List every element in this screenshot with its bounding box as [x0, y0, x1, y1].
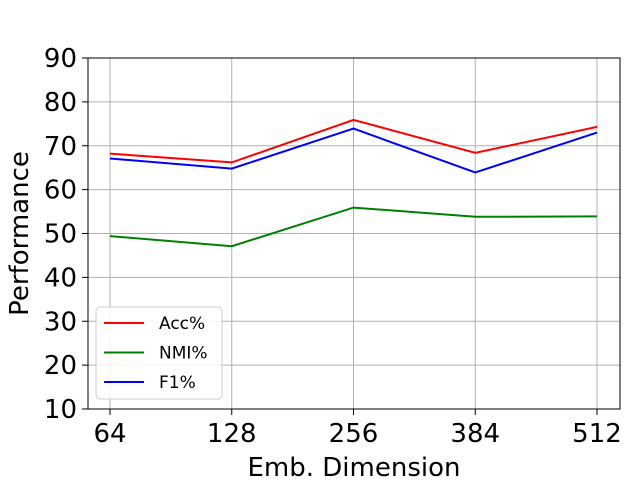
y-tick-label: 70: [44, 132, 77, 162]
x-tick-label: 384: [450, 419, 500, 449]
x-axis-ticks: 64 128 256 384 512: [93, 409, 622, 449]
x-axis-label: Emb. Dimension: [248, 453, 461, 480]
series-line-f1: [109, 127, 598, 174]
y-tick-label: 10: [44, 395, 77, 425]
series-line-nmi: [109, 206, 598, 248]
y-axis-ticks: 10 20 30 40 50 60 70 80 90: [44, 44, 88, 425]
y-tick-label: 40: [44, 263, 77, 293]
y-tick-label: 90: [44, 44, 77, 74]
y-tick-label: 80: [44, 88, 77, 118]
x-tick-label: 256: [329, 419, 379, 449]
x-tick-label: 512: [572, 419, 622, 449]
legend-label: Acc%: [159, 314, 205, 334]
grid: [88, 57, 620, 410]
legend-label: F1%: [159, 373, 196, 393]
legend-box: [95, 306, 223, 400]
series-lines: [109, 118, 598, 248]
series-line-acc: [109, 118, 598, 164]
x-tick-label: 128: [207, 419, 257, 449]
y-tick-label: 60: [44, 176, 77, 206]
legend: Acc% NMI% F1%: [95, 306, 223, 400]
y-tick-label: 20: [44, 351, 77, 381]
y-axis-label: Performance: [5, 151, 35, 316]
y-tick-label: 50: [44, 220, 77, 250]
y-tick-label: 30: [44, 307, 77, 337]
legend-label: NMI%: [159, 344, 208, 364]
x-tick-label: 64: [93, 419, 126, 449]
